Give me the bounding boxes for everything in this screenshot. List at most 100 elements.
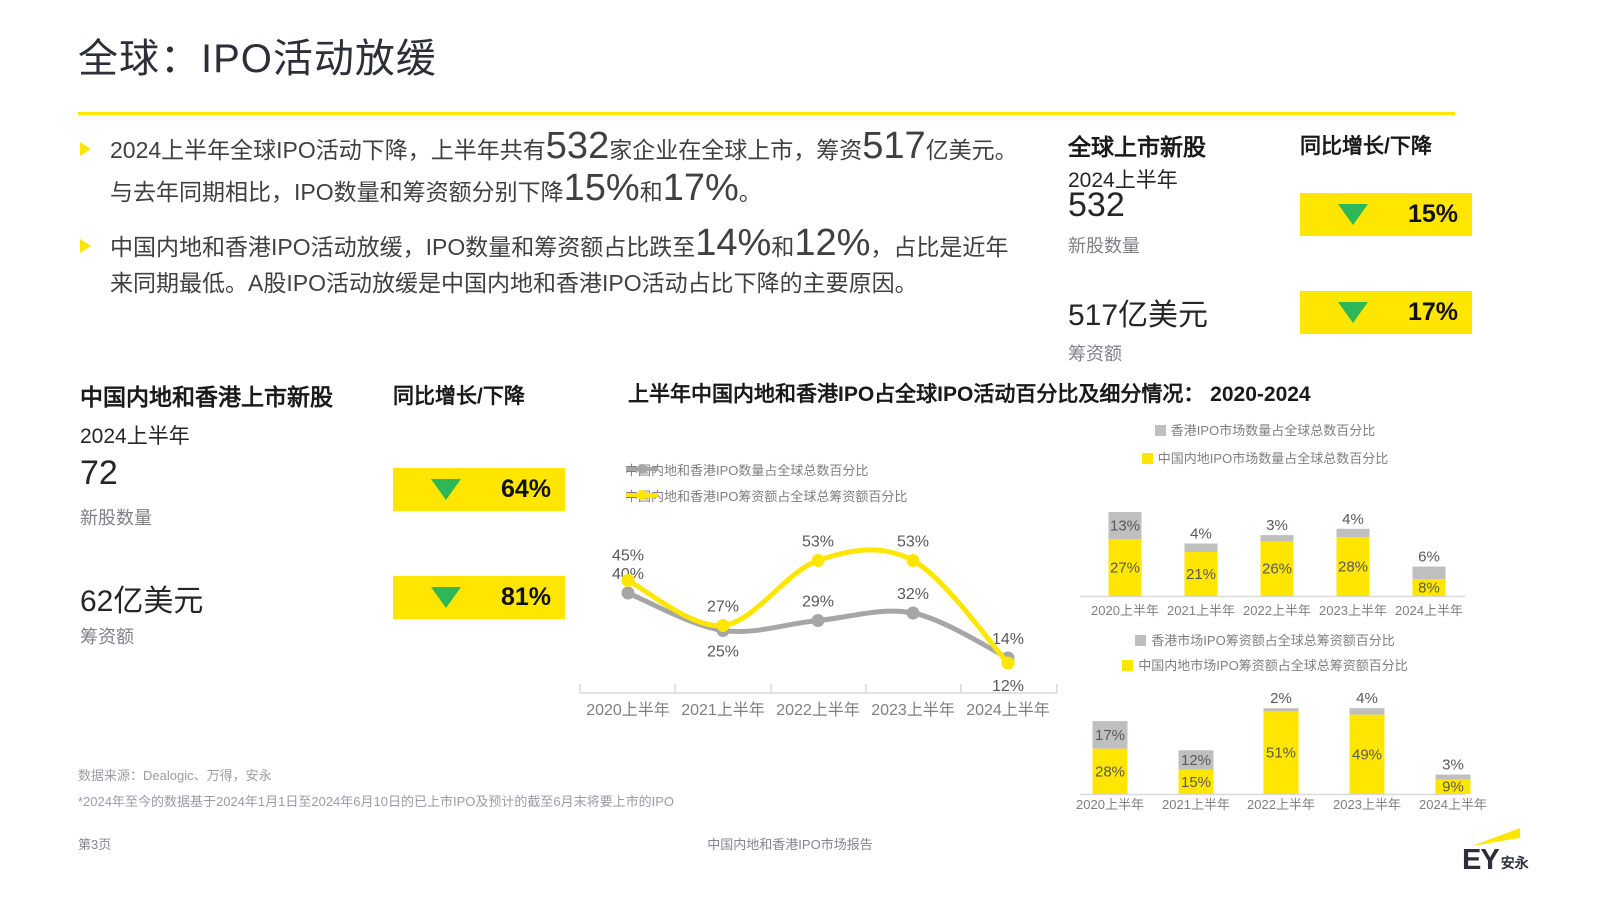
svg-text:12%: 12% bbox=[992, 678, 1024, 695]
china-panel-title: 中国内地和香港上市新股 bbox=[80, 384, 333, 410]
proceeds-bar-legend: 香港市场IPO筹资额占全球总筹资额百分比 中国内地市场IPO筹资额占全球总筹资额… bbox=[1050, 628, 1480, 678]
svg-text:32%: 32% bbox=[897, 586, 929, 603]
change-percent: 17% bbox=[1407, 298, 1458, 326]
svg-text:17%: 17% bbox=[1095, 727, 1125, 744]
legend-label: 香港IPO市场数量占全球总数百分比 bbox=[1170, 423, 1376, 438]
china-proceeds-change-box: 81% bbox=[393, 576, 565, 619]
china-count-label: 新股数量 bbox=[80, 508, 152, 528]
bullet-list: 2024上半年全球IPO活动下降，上半年共有532家企业在全球上市，筹资517亿… bbox=[78, 127, 1030, 316]
ey-logo: EY 安永 bbox=[1462, 828, 1532, 874]
document-title: 中国内地和香港IPO市场报告 bbox=[707, 837, 873, 852]
count-bar-legend: 香港IPO市场数量占全球总数百分比 中国内地IPO市场数量占全球总数百分比 bbox=[1050, 417, 1480, 473]
legend-label: 中国内地和香港IPO数量占全球总数百分比 bbox=[625, 462, 869, 478]
change-percent: 81% bbox=[500, 583, 551, 611]
svg-text:27%: 27% bbox=[707, 599, 739, 616]
page-number: 第3页 bbox=[78, 837, 112, 852]
global-count-label: 新股数量 bbox=[1068, 236, 1140, 256]
global-count-change-box: 15% bbox=[1300, 193, 1472, 236]
legend-label: 中国内地和香港IPO筹资额占全球总筹资额百分比 bbox=[625, 488, 908, 504]
bullet-marker-icon bbox=[80, 239, 91, 254]
down-arrow-icon bbox=[431, 479, 461, 500]
svg-text:2022上半年: 2022上半年 bbox=[776, 701, 860, 719]
bullet-marker-icon bbox=[80, 142, 91, 156]
svg-text:29%: 29% bbox=[802, 594, 834, 611]
chart-title: 上半年中国内地和香港IPO占全球IPO活动百分比及细分情况： 2020-2024 bbox=[628, 383, 1311, 406]
china-count-change-box: 64% bbox=[393, 468, 565, 511]
bullet-text: 中国内地和香港IPO活动放缓，IPO数量和筹资额占比跌至14%和12%，占比是近… bbox=[110, 222, 1009, 296]
down-arrow-icon bbox=[1338, 302, 1368, 323]
svg-text:2023上半年: 2023上半年 bbox=[871, 701, 955, 719]
yellow-square-icon bbox=[1141, 453, 1153, 464]
gray-square-icon bbox=[1154, 425, 1166, 436]
svg-text:2%: 2% bbox=[1270, 690, 1292, 707]
line-chart: 2020上半年2021上半年2022上半年2023上半年2024上半年40%25… bbox=[579, 534, 1058, 719]
gray-square-icon bbox=[1135, 635, 1147, 646]
global-proceeds-value: 517亿美元 bbox=[1068, 299, 1209, 332]
global-proceeds-label: 筹资额 bbox=[1068, 344, 1122, 364]
svg-text:25%: 25% bbox=[707, 644, 739, 661]
legend-label: 香港市场IPO筹资额占全球总筹资额百分比 bbox=[1151, 633, 1395, 648]
global-period: 2024上半年 bbox=[1068, 169, 1178, 192]
legend-item-mainland-proceeds: 中国内地市场IPO筹资额占全球总筹资额百分比 bbox=[1050, 653, 1480, 678]
svg-text:14%: 14% bbox=[992, 631, 1024, 648]
bullet-item: 2024上半年全球IPO活动下降，上半年共有532家企业在全球上市，筹资517亿… bbox=[78, 127, 1030, 210]
svg-text:2024上半年: 2024上半年 bbox=[1395, 603, 1463, 618]
legend-item-count: 中国内地和香港IPO数量占全球总数百分比 bbox=[625, 456, 907, 482]
svg-text:26%: 26% bbox=[1262, 561, 1292, 578]
svg-text:27%: 27% bbox=[1110, 560, 1140, 577]
gray-line-marker-icon bbox=[626, 464, 658, 474]
count-bar-chart: 27% 13% 2020上半年 21% 4% 2021上半年 26% 3% 2022上半年 28%… bbox=[1080, 511, 1465, 618]
down-arrow-icon bbox=[1338, 204, 1368, 225]
svg-text:2021上半年: 2021上半年 bbox=[1162, 797, 1230, 812]
svg-text:2022上半年: 2022上半年 bbox=[1247, 797, 1315, 812]
svg-text:2020上半年: 2020上半年 bbox=[586, 701, 670, 719]
china-proceeds-label: 筹资额 bbox=[80, 627, 134, 647]
svg-text:12%: 12% bbox=[1181, 752, 1211, 769]
svg-text:13%: 13% bbox=[1110, 518, 1140, 535]
legend-item-hk-count: 香港IPO市场数量占全球总数百分比 bbox=[1050, 417, 1480, 445]
legend-label: 中国内地市场IPO筹资额占全球总筹资额百分比 bbox=[1138, 658, 1408, 673]
svg-text:6%: 6% bbox=[1418, 549, 1440, 566]
title-divider bbox=[78, 112, 1455, 115]
global-count-value: 532 bbox=[1068, 186, 1125, 224]
svg-text:2020上半年: 2020上半年 bbox=[1076, 797, 1144, 812]
china-proceeds-value: 62亿美元 bbox=[80, 585, 204, 618]
legend-item-hk-proceeds: 香港市场IPO筹资额占全球总筹资额百分比 bbox=[1050, 628, 1480, 653]
proceeds-bar-chart: 28% 17% 2020上半年 15% 12% 2021上半年 51% 2% 2022上半年 49… bbox=[1076, 690, 1487, 812]
svg-text:28%: 28% bbox=[1338, 559, 1368, 576]
svg-text:4%: 4% bbox=[1190, 526, 1212, 543]
svg-text:53%: 53% bbox=[802, 534, 834, 551]
svg-text:4%: 4% bbox=[1342, 511, 1364, 528]
svg-text:9%: 9% bbox=[1442, 779, 1464, 796]
svg-text:2022上半年: 2022上半年 bbox=[1243, 603, 1311, 618]
svg-text:53%: 53% bbox=[897, 534, 929, 551]
svg-text:2024上半年: 2024上半年 bbox=[1419, 797, 1487, 812]
legend-item-proceeds: 中国内地和香港IPO筹资额占全球总筹资额百分比 bbox=[625, 482, 907, 508]
svg-text:2023上半年: 2023上半年 bbox=[1333, 797, 1401, 812]
svg-text:2023上半年: 2023上半年 bbox=[1319, 603, 1387, 618]
page-title: 全球：IPO活动放缓 bbox=[78, 37, 437, 81]
svg-text:15%: 15% bbox=[1181, 774, 1211, 791]
bullet-item: 中国内地和香港IPO活动放缓，IPO数量和筹资额占比跌至14%和12%，占比是近… bbox=[78, 224, 1030, 301]
down-arrow-icon bbox=[431, 587, 461, 608]
footnote: *2024年至今的数据基于2024年1月1日至2024年6月10日的已上市IPO… bbox=[78, 794, 674, 809]
svg-text:4%: 4% bbox=[1356, 690, 1378, 707]
ey-logo-suffix: 安永 bbox=[1500, 854, 1529, 871]
svg-text:3%: 3% bbox=[1442, 757, 1464, 774]
svg-text:45%: 45% bbox=[612, 548, 644, 565]
global-change-header: 同比增长/下降 bbox=[1300, 135, 1432, 158]
yellow-line-marker-icon bbox=[626, 490, 658, 500]
svg-text:2024上半年: 2024上半年 bbox=[966, 701, 1050, 719]
legend-item-mainland-count: 中国内地IPO市场数量占全球总数百分比 bbox=[1050, 445, 1480, 473]
line-chart-legend: 中国内地和香港IPO数量占全球总数百分比 中国内地和香港IPO筹资额占全球总筹资… bbox=[625, 456, 907, 508]
china-change-header: 同比增长/下降 bbox=[393, 385, 525, 408]
data-source: 数据来源：Dealogic、万得，安永 bbox=[78, 768, 272, 783]
svg-text:28%: 28% bbox=[1095, 763, 1125, 780]
china-count-value: 72 bbox=[80, 454, 118, 492]
china-stats-panel: 中国内地和香港上市新股 同比增长/下降 2024上半年 72 新股数量 64% … bbox=[80, 378, 566, 647]
svg-text:49%: 49% bbox=[1352, 746, 1382, 763]
china-period: 2024上半年 bbox=[80, 425, 190, 448]
svg-text:3%: 3% bbox=[1266, 517, 1288, 534]
svg-text:51%: 51% bbox=[1266, 745, 1296, 762]
